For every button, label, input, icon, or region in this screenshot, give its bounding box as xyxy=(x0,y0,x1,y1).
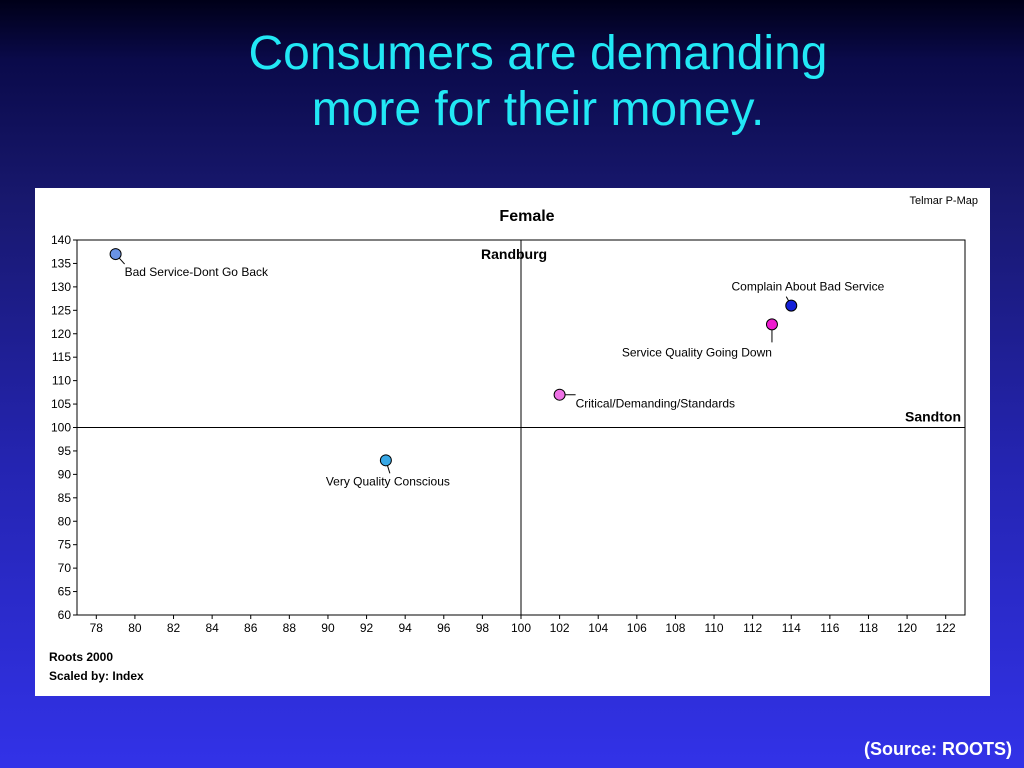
data-point-label: Very Quality Conscious xyxy=(326,474,450,488)
x-tick-label: 92 xyxy=(360,621,374,635)
slide-title-line-2: more for their money. xyxy=(311,83,765,136)
x-tick-label: 112 xyxy=(743,621,762,635)
x-tick-label: 88 xyxy=(283,621,297,635)
y-tick-label: 85 xyxy=(58,491,72,505)
x-tick-label: 122 xyxy=(936,621,956,635)
y-tick-label: 90 xyxy=(58,467,72,481)
y-tick-label: 130 xyxy=(51,280,71,294)
scatter-chart: 60 65 70 75 80 85 90 95 100 105 110 115 120 125 130 135… xyxy=(49,195,978,683)
y-tick-label: 80 xyxy=(58,514,72,528)
slide-title: Consumers are demanding more for their m… xyxy=(0,26,1024,138)
axis-label-horizontal: Sandton xyxy=(905,409,961,425)
y-tick-label: 70 xyxy=(58,561,72,575)
chart-title: Female xyxy=(499,208,554,225)
x-tick-label: 104 xyxy=(588,621,608,635)
y-tick-label: 120 xyxy=(51,327,71,341)
data-point-label: Bad Service-Dont Go Back xyxy=(125,265,269,279)
y-tick-label: 115 xyxy=(52,350,71,364)
y-tick-label: 65 xyxy=(58,585,72,599)
chart-footer-line-1: Roots 2000 xyxy=(49,650,113,664)
x-tick-label: 108 xyxy=(665,621,685,635)
data-point xyxy=(765,318,778,331)
x-tick-label: 102 xyxy=(550,621,570,635)
y-tick-label: 75 xyxy=(58,538,72,552)
slide-title-line-1: Consumers are demanding xyxy=(248,27,828,80)
x-tick-label: 116 xyxy=(820,621,839,635)
x-tick-label: 98 xyxy=(476,621,490,635)
x-tick-label: 94 xyxy=(398,621,412,635)
x-tick-label: 96 xyxy=(437,621,451,635)
y-tick-label: 125 xyxy=(51,303,71,317)
chart-watermark: Telmar P-Map xyxy=(910,195,978,207)
y-tick-label: 100 xyxy=(51,421,71,435)
data-point xyxy=(785,299,798,312)
chart-footer-line-2: Scaled by: Index xyxy=(49,669,144,683)
x-tick-label: 114 xyxy=(782,621,801,635)
y-tick-label: 105 xyxy=(51,397,71,411)
x-tick-label: 100 xyxy=(511,621,531,635)
axis-label-vertical: Randburg xyxy=(481,246,547,262)
x-tick-label: 82 xyxy=(167,621,181,635)
x-tick-label: 86 xyxy=(244,621,258,635)
x-tick-label: 120 xyxy=(897,621,917,635)
data-point xyxy=(379,454,392,467)
source-note: (Source: ROOTS) xyxy=(863,739,1012,759)
y-tick-label: 140 xyxy=(51,233,71,247)
x-tick-label: 118 xyxy=(859,621,878,635)
y-tick-label: 135 xyxy=(51,256,71,270)
x-tick-label: 84 xyxy=(205,621,219,635)
x-tick-label: 110 xyxy=(704,621,723,635)
y-tick-label: 95 xyxy=(58,444,72,458)
data-point-label: Service Quality Going Down xyxy=(622,345,772,359)
data-point-label: Complain About Bad Service xyxy=(731,280,884,294)
data-point xyxy=(109,248,122,261)
chart-panel: 60 65 70 75 80 85 90 95 100 105 110 115 120 125 130 135… xyxy=(35,188,990,696)
x-tick-label: 106 xyxy=(627,621,647,635)
x-tick-label: 78 xyxy=(90,621,104,635)
data-point-label: Critical/Demanding/Standards xyxy=(576,397,735,411)
data-point xyxy=(553,388,566,401)
y-tick-label: 110 xyxy=(52,374,71,388)
x-tick-label: 90 xyxy=(321,621,335,635)
x-tick-label: 80 xyxy=(128,621,142,635)
y-tick-label: 60 xyxy=(58,608,72,622)
